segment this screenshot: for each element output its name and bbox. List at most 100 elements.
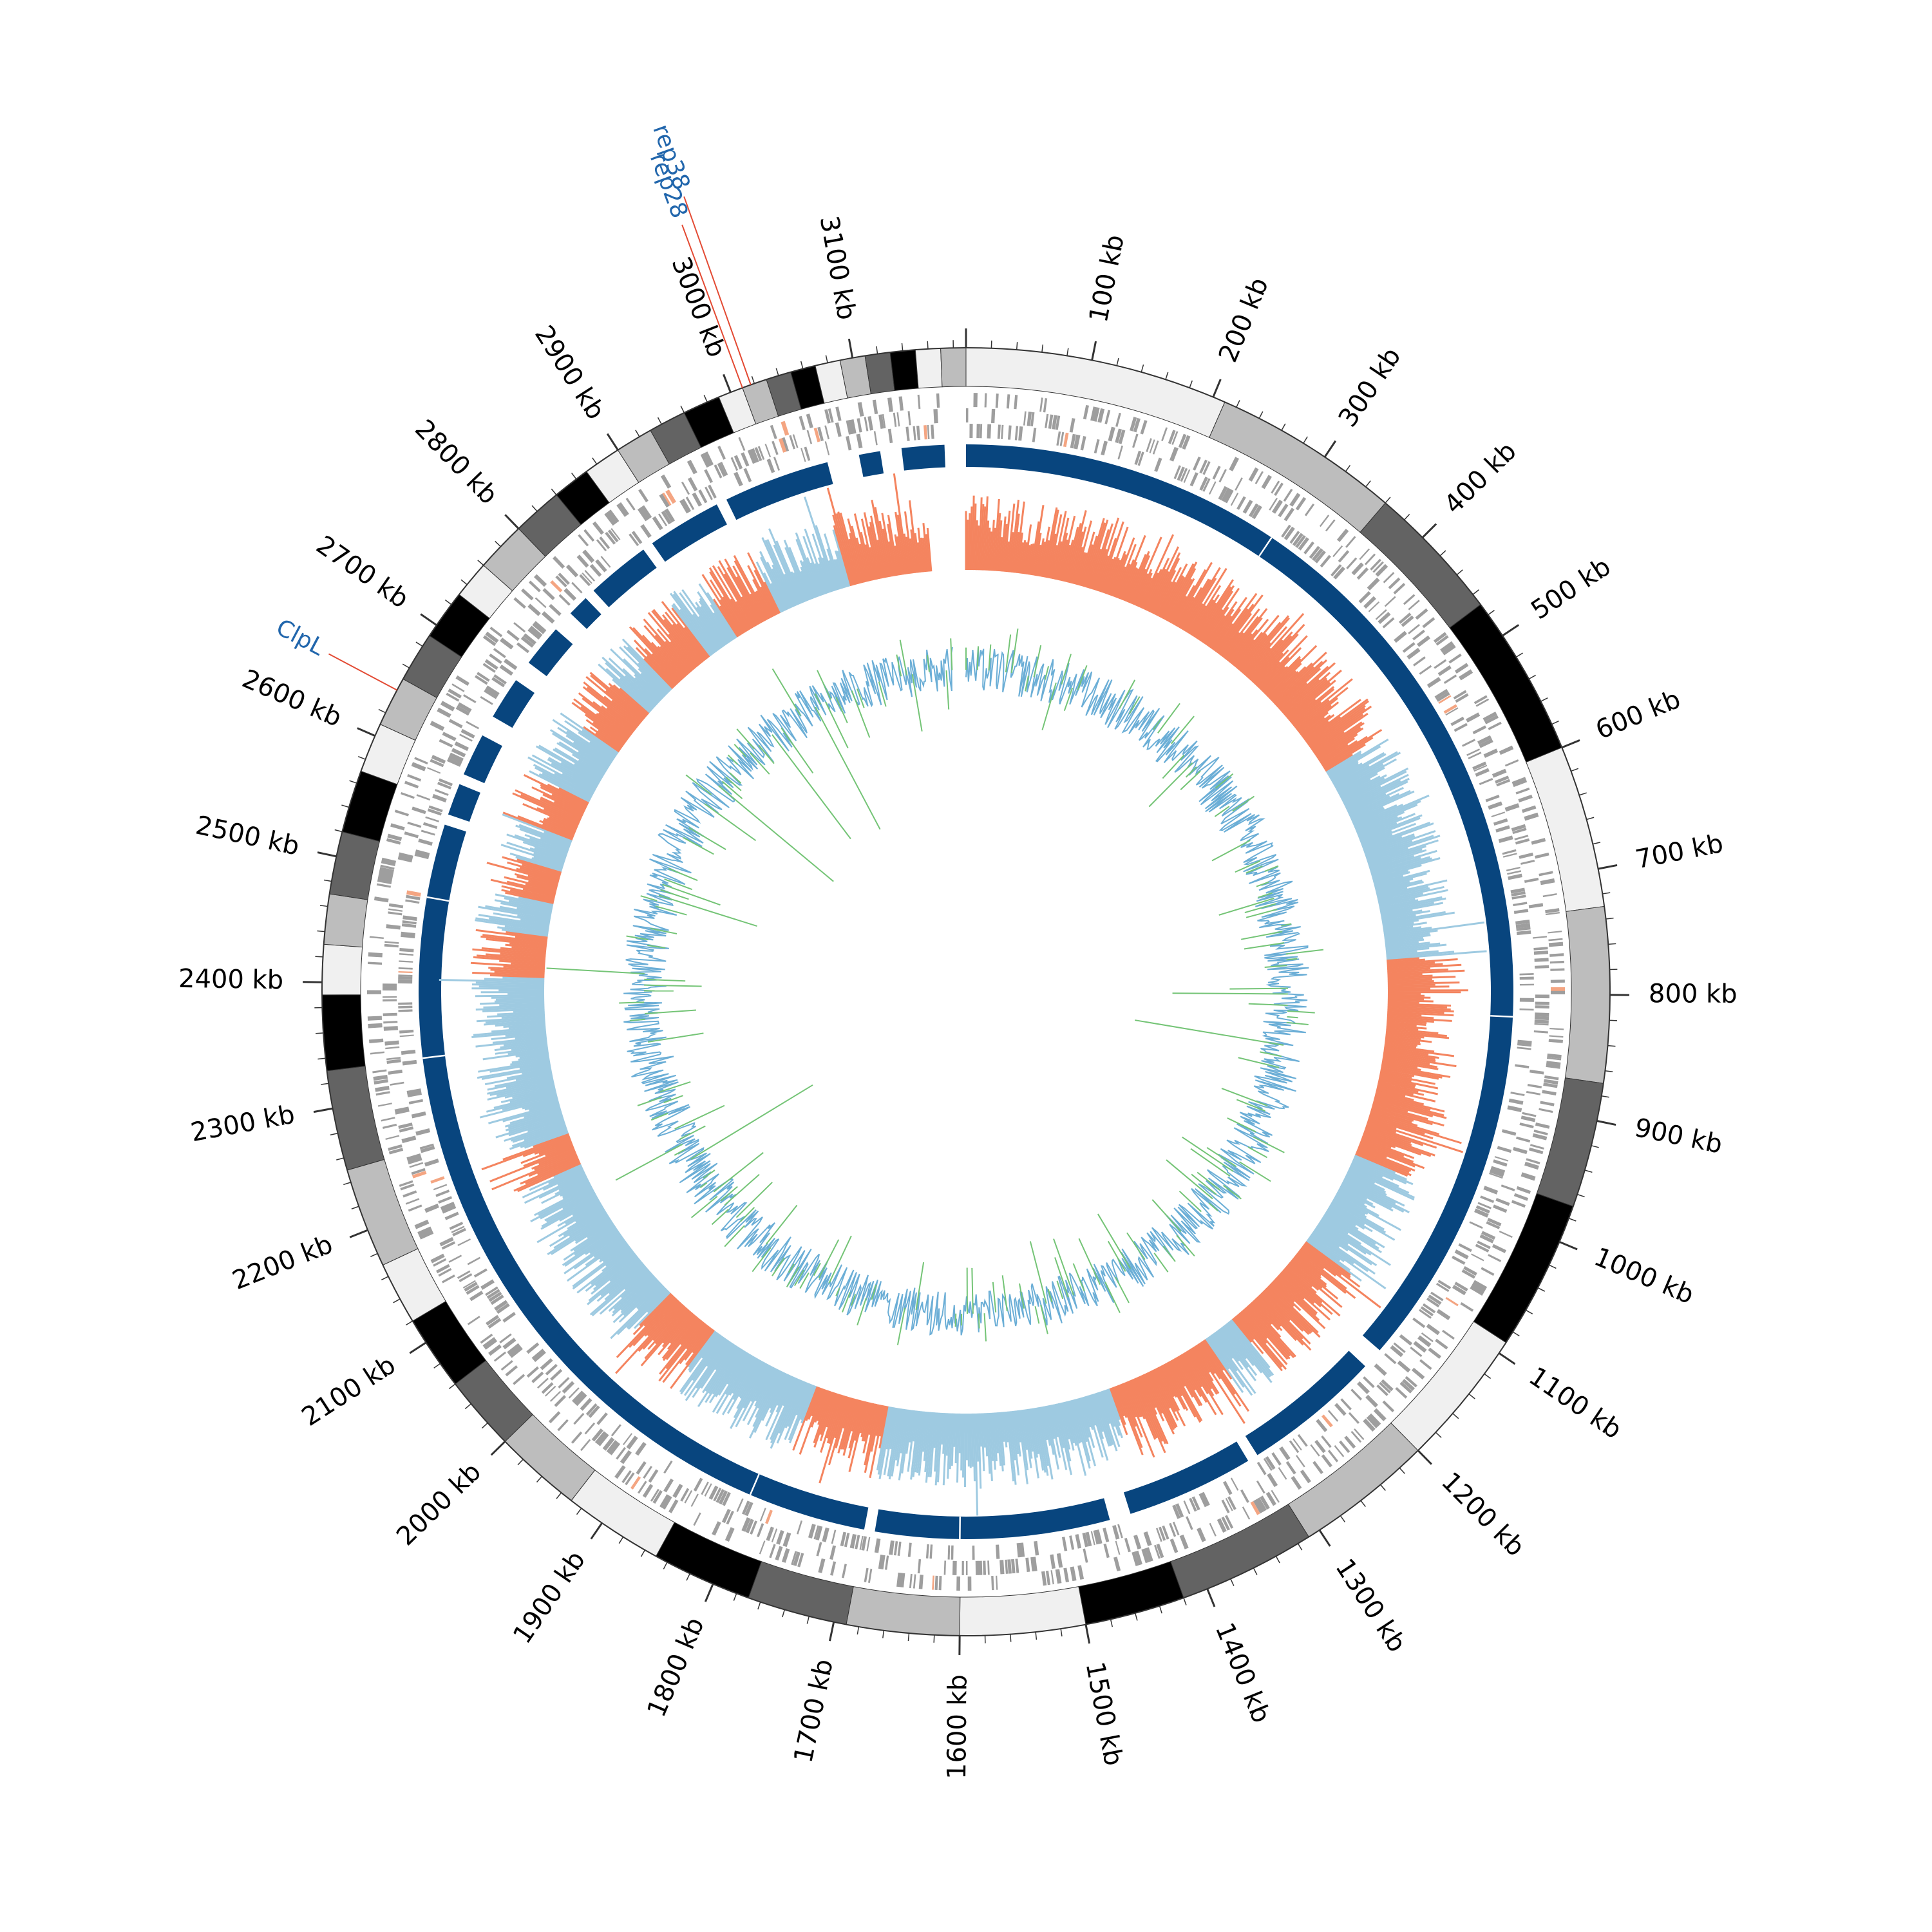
gc-skew-bar xyxy=(1134,569,1153,606)
gene-feature xyxy=(684,1490,693,1504)
gc-skew-bar xyxy=(620,1278,658,1314)
gc-skew-bar xyxy=(1387,1016,1452,1022)
alignment-block xyxy=(448,784,480,822)
gene-feature xyxy=(1260,1495,1270,1510)
gene-feature xyxy=(1039,397,1043,412)
gene-feature xyxy=(882,414,886,429)
gene-feature xyxy=(446,757,462,767)
gene-feature xyxy=(1327,1410,1339,1422)
gene-feature xyxy=(1520,1115,1536,1122)
gene-feature xyxy=(1535,1012,1549,1017)
gc-skew-bar xyxy=(1088,1394,1104,1439)
gene-feature xyxy=(917,1558,922,1574)
gc-skew-bar xyxy=(534,766,592,799)
gc-skew-bar xyxy=(1331,1202,1396,1241)
gc-skew-bar xyxy=(1273,1280,1326,1329)
scale-tick xyxy=(606,433,619,451)
scale-tick xyxy=(571,472,577,480)
gene-feature xyxy=(1321,1454,1332,1468)
gc-skew-bar xyxy=(914,1411,923,1473)
gc-skew-bar xyxy=(1267,670,1297,699)
gene-feature xyxy=(1296,1455,1305,1468)
gc-skew-bar xyxy=(1056,533,1068,580)
gc-skew-bar xyxy=(483,1004,545,1009)
gc-skew-bar xyxy=(718,560,757,627)
gene-feature xyxy=(1550,990,1565,995)
gene-feature xyxy=(938,1576,942,1591)
gene-feature xyxy=(793,1551,800,1566)
gene-feature xyxy=(972,1545,975,1560)
gc-skew-bar xyxy=(1087,1395,1109,1461)
gc-skew-bar xyxy=(982,1413,986,1448)
gc-skew-bar xyxy=(1271,1280,1295,1303)
gene-feature xyxy=(414,1219,430,1229)
gc-skew-bar xyxy=(1021,542,1028,574)
gene-feature xyxy=(1547,1057,1562,1061)
gc-skew-bar xyxy=(1177,587,1203,628)
gc-skew-bar xyxy=(1103,526,1129,594)
gc-skew-bar xyxy=(1240,1311,1288,1365)
gene-feature xyxy=(1381,1379,1394,1392)
contig-segment xyxy=(321,994,366,1072)
gc-skew-bar xyxy=(1303,720,1329,741)
gc-skew-bar xyxy=(896,1409,907,1466)
gc-skew-bar xyxy=(683,1337,726,1396)
gc-skew-bar xyxy=(1387,978,1432,982)
gc-skew-bar xyxy=(538,744,601,782)
gc-skew-bar xyxy=(1383,922,1414,929)
gc-skew-bar xyxy=(541,1179,589,1204)
gc-skew-bar xyxy=(1282,672,1331,715)
gc-skew-bar xyxy=(1227,617,1263,662)
gc-skew-bar xyxy=(619,646,668,696)
gc-skew-bar xyxy=(795,1383,811,1416)
gene-feature xyxy=(1516,1186,1531,1194)
gene-feature xyxy=(600,556,611,568)
scale-tick xyxy=(751,375,755,384)
gc-skew-bar xyxy=(1320,1219,1391,1266)
gene-feature xyxy=(1094,407,1100,422)
gc-content-spike xyxy=(835,697,848,724)
gene-feature xyxy=(584,570,596,582)
gene-feature xyxy=(474,675,488,685)
gc-skew-bar xyxy=(695,601,726,646)
gc-skew-bar xyxy=(685,1339,728,1401)
gene-feature xyxy=(893,412,897,427)
gc-skew-bar xyxy=(1113,1386,1128,1418)
gene-feature xyxy=(1453,690,1467,700)
gc-skew-bar xyxy=(917,542,922,573)
gc-skew-bar xyxy=(1123,1382,1155,1458)
gc-skew-bar xyxy=(1344,1175,1405,1207)
gc-skew-bar xyxy=(1095,1392,1114,1446)
gc-skew-bar xyxy=(1361,1137,1415,1159)
gene-feature xyxy=(1235,477,1243,491)
gene-feature xyxy=(629,533,639,547)
gc-skew-bar xyxy=(1089,529,1110,589)
gc-skew-bar xyxy=(519,828,571,849)
gc-skew-bar xyxy=(1383,926,1422,934)
gene-feature xyxy=(806,413,813,428)
gene-feature xyxy=(1479,778,1493,786)
gc-skew-bar xyxy=(842,1397,853,1429)
gc-skew-bar xyxy=(1379,1070,1412,1079)
annotation-leader xyxy=(683,196,752,385)
gc-skew-bar xyxy=(1290,686,1335,724)
gene-feature xyxy=(448,719,463,728)
gc-skew-bar xyxy=(486,938,547,947)
gc-skew-bar xyxy=(502,1095,558,1111)
gc-skew-bar xyxy=(1037,1407,1049,1466)
gene-feature xyxy=(789,435,796,450)
gc-skew-bar xyxy=(1387,969,1465,975)
scale-tick xyxy=(1340,1515,1345,1522)
gc-skew-bar xyxy=(968,513,971,571)
gc-skew-bar xyxy=(945,1413,950,1456)
gene-feature xyxy=(1271,480,1280,494)
scale-tick xyxy=(1281,423,1286,431)
gc-skew-bar xyxy=(1361,1136,1392,1149)
gene-feature xyxy=(1256,1497,1267,1512)
gc-skew-bar xyxy=(877,1406,892,1475)
gc-content-spike xyxy=(1107,1240,1126,1272)
gene-feature xyxy=(1506,866,1520,871)
gc-content-spike xyxy=(1029,1241,1047,1304)
gc-skew-bar xyxy=(1374,878,1414,890)
gc-skew-bar xyxy=(688,1332,719,1373)
